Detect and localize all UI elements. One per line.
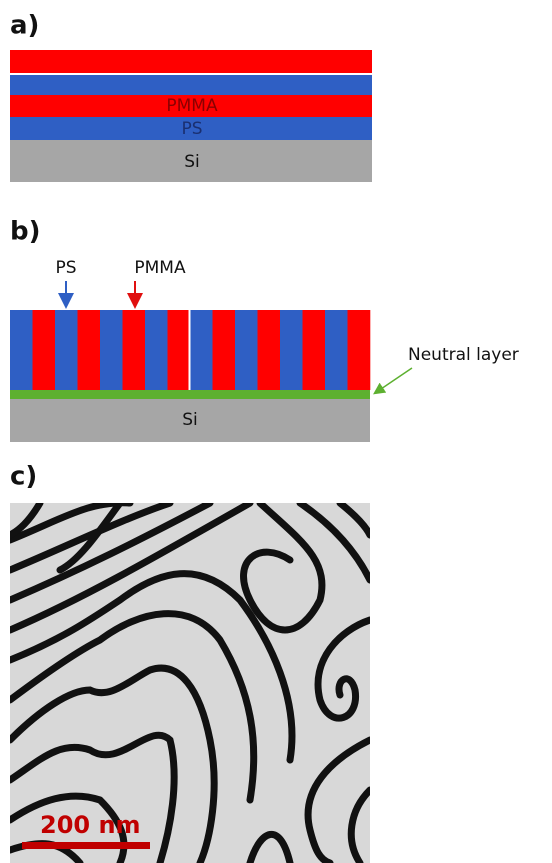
layer-label: Si: [184, 152, 200, 172]
lamella: [123, 310, 146, 390]
annotation: Neutral layer: [408, 345, 519, 365]
lamella: [348, 310, 371, 390]
lamella: [325, 310, 348, 390]
lamellae: [10, 310, 370, 390]
layer-label: PMMA: [166, 96, 218, 116]
scale-bar-label: 200 nm: [40, 811, 141, 839]
panel-label: c): [10, 462, 37, 492]
lamella: [100, 310, 123, 390]
lamella: [258, 310, 281, 390]
layer-label: PS: [181, 119, 202, 139]
lamella: [10, 310, 33, 390]
scale-bar: [22, 842, 150, 849]
lamella: [145, 310, 168, 390]
lamella: [213, 310, 236, 390]
lamella: [55, 310, 78, 390]
lamella: [303, 310, 326, 390]
lamella: [235, 310, 258, 390]
arrow: [378, 368, 412, 391]
lamella: [168, 310, 191, 390]
layer-label: Si: [182, 410, 198, 430]
panel-label: a): [10, 11, 39, 41]
lamella: [280, 310, 303, 390]
pointer-label: PMMA: [134, 258, 186, 278]
lamella: [78, 310, 101, 390]
pointer-label: PS: [55, 258, 76, 278]
lamella: [33, 310, 56, 390]
lamella: [190, 310, 213, 390]
sem-image: [10, 503, 370, 863]
neutral-layer: [10, 390, 370, 399]
gap: [189, 310, 191, 390]
panel-label: b): [10, 217, 41, 247]
figure: a) PMMA PS Si b) PS PMMA Si Neutral laye…: [0, 0, 552, 863]
